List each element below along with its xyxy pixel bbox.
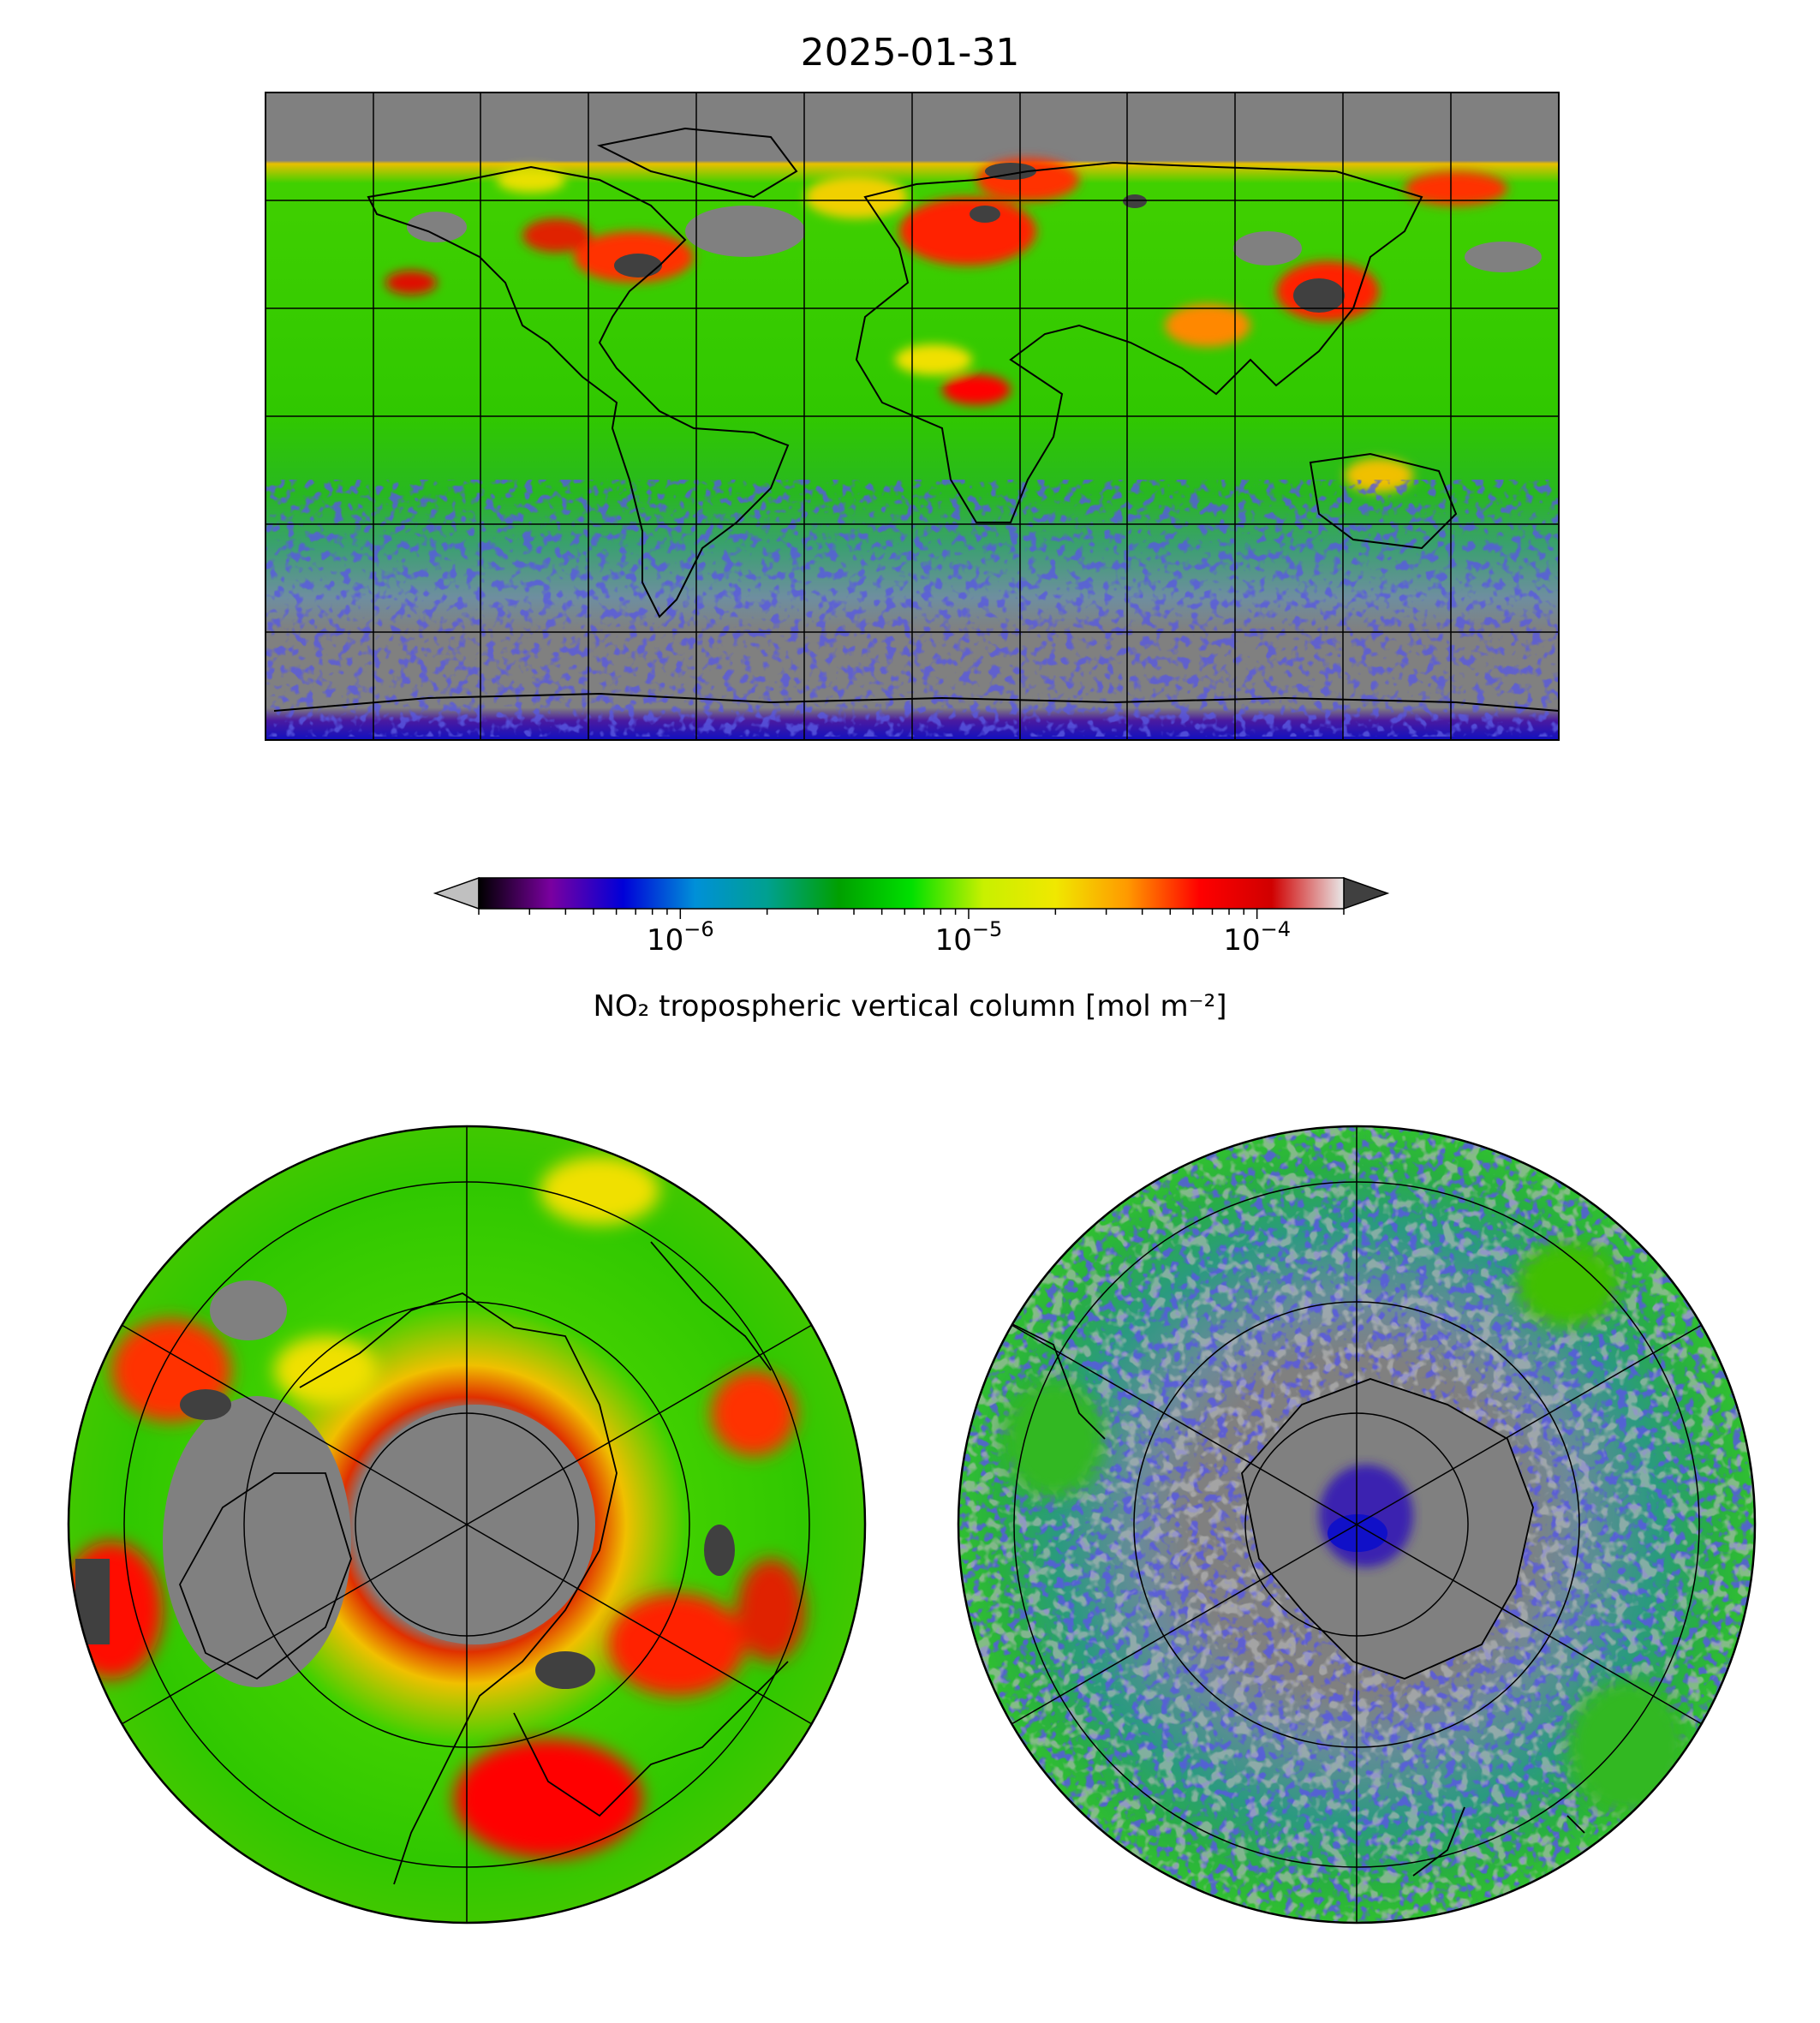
south-gridlines [1011, 1126, 1703, 1923]
south-continent [1241, 1378, 1534, 1680]
global-frame [265, 92, 1560, 741]
global-coastlines [273, 127, 1559, 712]
tick-base: 10 [934, 923, 972, 958]
colorbar-ticks [478, 909, 1345, 919]
tick-base: 10 [1223, 923, 1261, 958]
colorbar-label: NO₂ tropospheric vertical column [mol m⁻… [593, 989, 1227, 1023]
north-gridlines [121, 1126, 813, 1923]
colorbar [433, 876, 1390, 919]
tick-exponent: −4 [1260, 917, 1291, 941]
north-missing [163, 1280, 595, 1687]
colorbar-bar [478, 877, 1345, 910]
tick-base: 10 [646, 923, 684, 958]
north-polar-map [69, 1126, 865, 1923]
tick-exponent: −5 [971, 917, 1003, 941]
south-coastlines [1001, 1318, 1585, 1877]
global-map [266, 92, 1559, 740]
figure-title: 2025-01-31 [800, 31, 1020, 75]
tick-exponent: −6 [683, 917, 714, 941]
global-gridlines [266, 92, 1559, 740]
colorbar-tick-label: 10−6 [646, 919, 714, 958]
north-frame [67, 1125, 867, 1925]
south-frame [957, 1125, 1757, 1925]
south-green-areas [1002, 1242, 1687, 1816]
colorbar-tick-label: 10−5 [934, 919, 1003, 958]
global-missing [407, 206, 1542, 272]
colorbar-tick-label: 10−4 [1223, 919, 1291, 958]
